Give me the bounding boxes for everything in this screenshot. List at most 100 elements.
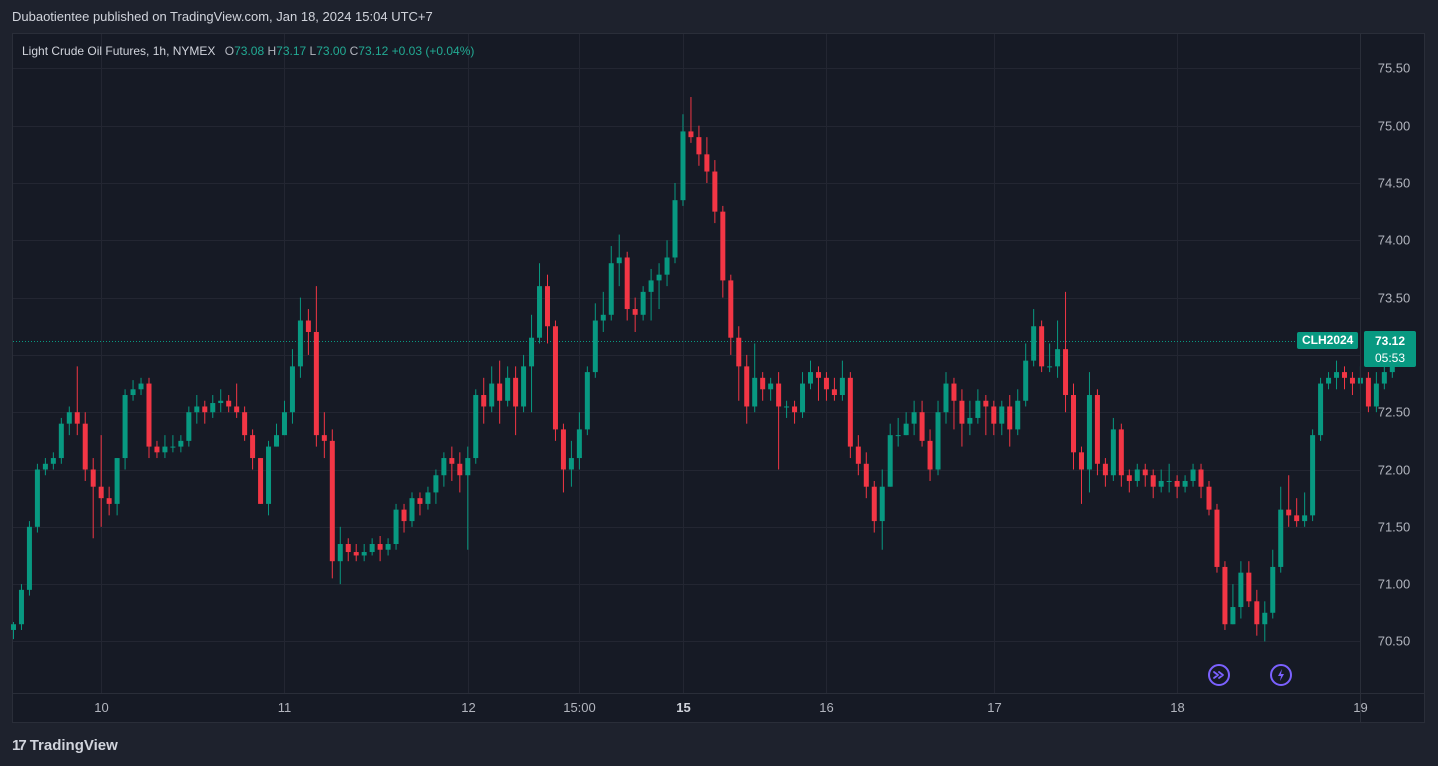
- candle[interactable]: [11, 621, 16, 640]
- candle[interactable]: [855, 435, 861, 476]
- candle[interactable]: [353, 544, 359, 562]
- candle[interactable]: [1214, 503, 1220, 573]
- candle[interactable]: [616, 234, 622, 287]
- candle[interactable]: [218, 389, 224, 413]
- candle[interactable]: [138, 377, 144, 396]
- candle[interactable]: [26, 521, 32, 596]
- candle[interactable]: [1334, 360, 1340, 390]
- candle[interactable]: [760, 372, 766, 401]
- candle[interactable]: [58, 417, 64, 464]
- candle[interactable]: [823, 372, 829, 401]
- candle[interactable]: [226, 395, 232, 413]
- candle[interactable]: [871, 480, 877, 533]
- candle[interactable]: [202, 400, 208, 424]
- candle[interactable]: [393, 503, 399, 550]
- candle[interactable]: [18, 584, 24, 630]
- candle[interactable]: [704, 137, 710, 183]
- candle[interactable]: [544, 274, 550, 344]
- candle[interactable]: [154, 440, 160, 459]
- candle[interactable]: [991, 400, 997, 436]
- candle[interactable]: [1238, 561, 1244, 619]
- candle[interactable]: [808, 360, 813, 390]
- candle[interactable]: [752, 343, 758, 413]
- candle[interactable]: [1373, 372, 1379, 413]
- candle[interactable]: [1039, 320, 1045, 373]
- candle[interactable]: [1126, 469, 1132, 493]
- candle[interactable]: [497, 360, 503, 424]
- candle[interactable]: [688, 97, 694, 143]
- candle[interactable]: [1222, 561, 1228, 630]
- candle[interactable]: [576, 412, 582, 470]
- candle[interactable]: [1286, 475, 1292, 527]
- candle[interactable]: [1254, 589, 1260, 636]
- candle[interactable]: [903, 412, 909, 436]
- candle[interactable]: [1063, 291, 1069, 413]
- candle[interactable]: [1047, 343, 1053, 373]
- candle[interactable]: [266, 440, 272, 516]
- candle[interactable]: [656, 263, 662, 310]
- candle[interactable]: [162, 435, 168, 459]
- candle[interactable]: [672, 182, 678, 264]
- candle[interactable]: [289, 349, 295, 424]
- candle[interactable]: [776, 372, 782, 470]
- candle[interactable]: [1094, 389, 1100, 476]
- candle[interactable]: [305, 309, 311, 355]
- candle[interactable]: [1055, 320, 1061, 378]
- candle[interactable]: [975, 389, 981, 424]
- candle[interactable]: [720, 205, 726, 298]
- candle[interactable]: [927, 429, 933, 481]
- candle[interactable]: [600, 291, 606, 332]
- candle[interactable]: [329, 429, 335, 579]
- candle[interactable]: [1278, 486, 1284, 573]
- candle[interactable]: [194, 395, 200, 424]
- candle[interactable]: [98, 435, 104, 527]
- candle[interactable]: [1182, 475, 1188, 493]
- candle[interactable]: [210, 395, 216, 418]
- candle[interactable]: [274, 423, 280, 447]
- candle[interactable]: [983, 395, 989, 436]
- candle[interactable]: [82, 412, 88, 481]
- candle[interactable]: [1174, 475, 1180, 499]
- candle[interactable]: [457, 452, 463, 493]
- candle[interactable]: [624, 251, 630, 321]
- candle[interactable]: [1031, 309, 1037, 367]
- candle[interactable]: [568, 440, 574, 487]
- candle[interactable]: [441, 452, 447, 487]
- candle[interactable]: [146, 377, 152, 459]
- candle[interactable]: [106, 486, 112, 516]
- candle[interactable]: [584, 366, 590, 436]
- candle[interactable]: [696, 125, 702, 166]
- candle[interactable]: [552, 320, 558, 441]
- candle[interactable]: [895, 417, 901, 447]
- candle[interactable]: [250, 429, 256, 470]
- candle[interactable]: [385, 538, 391, 556]
- candle[interactable]: [1086, 372, 1092, 493]
- chart-frame[interactable]: [12, 33, 1425, 723]
- candle[interactable]: [1150, 469, 1156, 499]
- candle[interactable]: [815, 366, 821, 401]
- candle[interactable]: [1198, 463, 1204, 499]
- candle[interactable]: [632, 297, 638, 332]
- candle[interactable]: [361, 544, 367, 562]
- candle[interactable]: [1294, 498, 1300, 527]
- candle[interactable]: [943, 372, 949, 424]
- candle[interactable]: [1102, 458, 1108, 487]
- candle[interactable]: [1262, 601, 1268, 642]
- candle[interactable]: [648, 268, 654, 321]
- candle[interactable]: [1302, 492, 1308, 527]
- candle[interactable]: [345, 538, 351, 562]
- candle[interactable]: [130, 380, 136, 401]
- candle[interactable]: [66, 406, 72, 436]
- candle[interactable]: [505, 366, 511, 407]
- candle[interactable]: [465, 446, 471, 550]
- candle[interactable]: [90, 458, 96, 539]
- candle[interactable]: [999, 400, 1005, 436]
- candle[interactable]: [800, 372, 806, 418]
- candle[interactable]: [170, 435, 176, 453]
- candle[interactable]: [951, 377, 957, 430]
- candle[interactable]: [1142, 463, 1148, 487]
- candle[interactable]: [1326, 372, 1332, 390]
- candle[interactable]: [1078, 446, 1084, 504]
- candle[interactable]: [863, 452, 869, 499]
- candle[interactable]: [114, 458, 120, 516]
